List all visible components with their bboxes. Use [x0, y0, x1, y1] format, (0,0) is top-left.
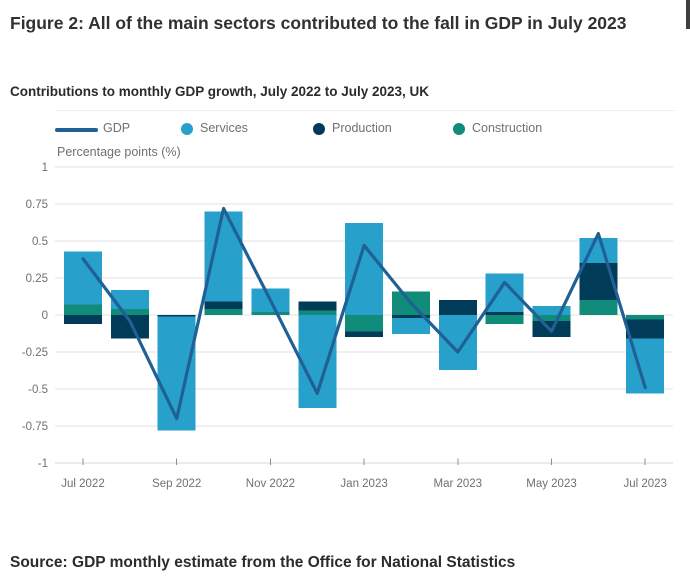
x-tick-label: Mar 2023	[434, 478, 483, 490]
bar-construction-may-2023	[532, 315, 571, 321]
y-tick-label: 0.5	[32, 236, 48, 248]
y-tick-label: 0.75	[26, 199, 48, 211]
bar-services-aug-2022	[110, 289, 149, 310]
bar-production-feb-2023	[391, 315, 430, 318]
x-tick-label: Nov 2022	[246, 478, 295, 490]
chart-legend: GDP Services Production Construction	[0, 119, 690, 137]
bar-production-dec-2022	[298, 301, 337, 311]
bar-construction-jul-2022	[64, 304, 102, 315]
bar-construction-jul-2023	[626, 315, 665, 320]
bar-production-jul-2022	[64, 315, 102, 324]
y-tick-label: 1	[42, 162, 48, 174]
bar-production-mar-2023	[438, 300, 477, 315]
y-tick-label: 0	[42, 310, 48, 322]
bar-production-oct-2022	[204, 301, 243, 310]
bar-construction-oct-2022	[204, 309, 243, 315]
bar-services-apr-2023	[485, 273, 524, 313]
y-tick-label: -0.25	[22, 347, 48, 359]
x-tick-label: Jan 2023	[340, 478, 387, 490]
bar-services-oct-2022	[204, 211, 243, 302]
bar-construction-jan-2023	[345, 315, 384, 332]
y-tick-label: -0.75	[22, 421, 48, 433]
x-tick-label: Jul 2023	[623, 478, 666, 490]
legend-label-construction: Construction	[472, 121, 543, 135]
bar-construction-nov-2022	[251, 312, 290, 315]
bar-construction-aug-2022	[110, 309, 149, 315]
y-tick-label: -1	[38, 458, 48, 470]
source-note: Source: GDP monthly estimate from the Of…	[10, 554, 516, 571]
bar-production-jun-2023	[579, 263, 618, 301]
production-dot-icon	[313, 123, 325, 135]
y-tick-label: -0.5	[28, 384, 48, 396]
bar-services-may-2023	[532, 306, 571, 315]
figure-subtitle: Contributions to monthly GDP growth, Jul…	[10, 84, 430, 99]
legend-label-production: Production	[332, 121, 392, 135]
bar-production-apr-2023	[485, 312, 524, 315]
bar-construction-apr-2023	[485, 315, 524, 324]
scrollbar-thumb[interactable]	[686, 0, 690, 29]
legend-label-services: Services	[200, 121, 248, 135]
bar-production-sep-2022	[157, 315, 196, 317]
bar-construction-dec-2022	[298, 310, 337, 315]
bar-production-jan-2023	[345, 331, 384, 338]
x-tick-label: Jul 2022	[61, 478, 104, 490]
x-tick-label: Sep 2022	[152, 478, 201, 490]
legend-label-gdp: GDP	[103, 121, 131, 135]
bar-services-jan-2023	[345, 223, 384, 315]
bar-production-aug-2022	[110, 315, 149, 339]
y-tick-label: 0.25	[26, 273, 48, 285]
bar-services-feb-2023	[391, 317, 430, 335]
y-axis-title: Percentage points (%)	[57, 145, 181, 159]
bar-construction-jun-2023	[579, 300, 618, 315]
gdp-line	[81, 206, 647, 421]
bar-services-mar-2023	[438, 315, 477, 370]
chart-top-divider	[55, 110, 675, 111]
construction-dot-icon	[453, 123, 465, 135]
x-tick-label: May 2023	[526, 478, 577, 490]
services-dot-icon	[181, 123, 193, 135]
bar-production-jul-2023	[626, 319, 665, 339]
gdp-line-swatch-icon	[55, 128, 98, 132]
figure-title: Figure 2: All of the main sectors contri…	[10, 13, 627, 33]
